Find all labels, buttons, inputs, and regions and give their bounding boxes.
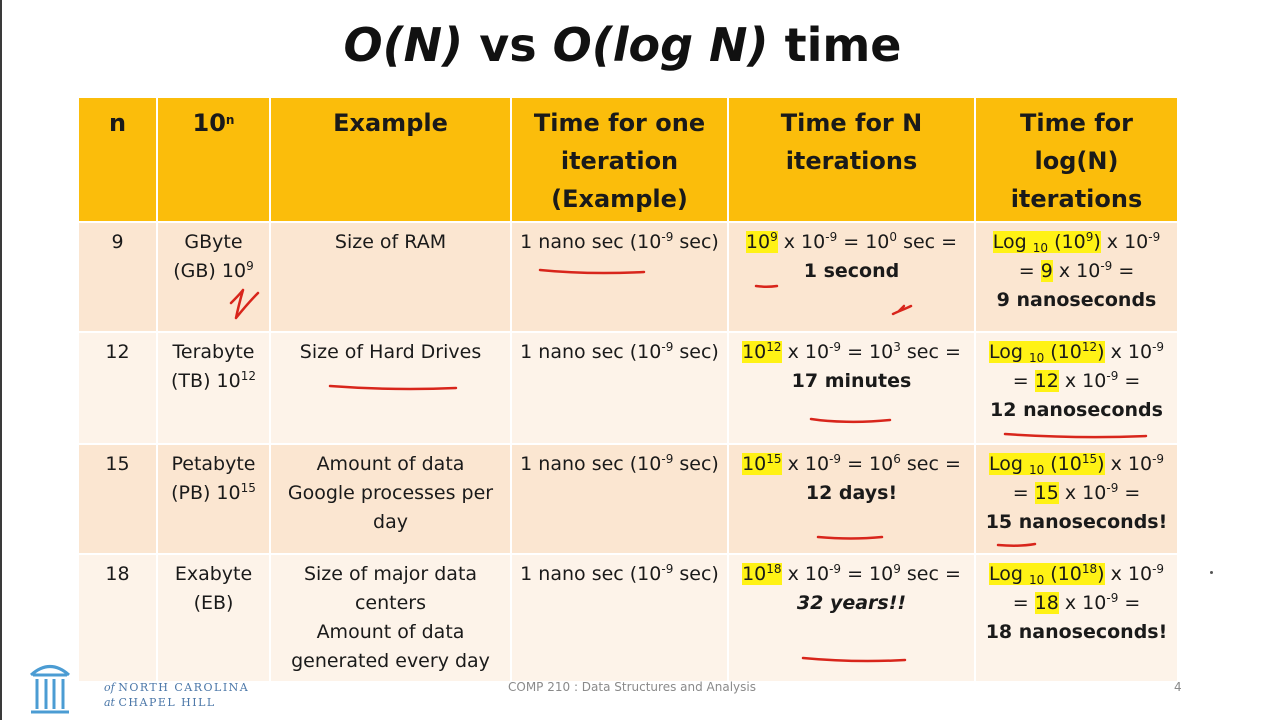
- slide-left-border: [0, 0, 2, 720]
- table-row: 9 GByte (GB) 109 Size of RAM 1 nano sec (…: [79, 222, 1179, 333]
- cell-one-iteration: 1 nano sec (10-9 sec): [511, 444, 729, 555]
- title-vs: vs: [463, 18, 553, 72]
- cell-unit: Terabyte (TB) 1012: [157, 332, 271, 445]
- cell-unit: Petabyte (PB) 1015: [157, 444, 271, 555]
- cell-n: 12: [79, 332, 158, 445]
- title-o-n: O(N): [343, 18, 464, 72]
- table-row: 18 Exabyte (EB) Size of major data centers…: [79, 554, 1179, 683]
- cell-one-iteration: 1 nano sec (10-9 sec): [511, 332, 729, 445]
- stray-dot: [1210, 571, 1213, 574]
- title-time: time: [768, 18, 902, 72]
- cell-unit: GByte (GB) 109: [157, 222, 271, 333]
- cell-unit: Exabyte (EB): [157, 554, 271, 683]
- cell-example: Size of major data centers Amount of data g…: [270, 554, 512, 683]
- cell-example: Size of Hard Drives: [270, 332, 512, 445]
- table-row: 12 Terabyte (TB) 1012 Size of Hard Drives…: [79, 332, 1179, 445]
- slide-title: O(N) vs O(log N) time: [0, 18, 1245, 72]
- cell-one-iteration: 1 nano sec (10-9 sec): [511, 554, 729, 683]
- cell-n-iterations: 109 x 10-9 = 100 sec = 1 second: [728, 222, 976, 333]
- header-one-iteration: Time for one iteration (Example): [511, 98, 729, 223]
- cell-n: 15: [79, 444, 158, 555]
- table-header-row: n 10n Example Time for one iteration (Exam…: [79, 98, 1179, 223]
- cell-n-iterations: 1012 x 10-9 = 103 sec = 17 minutes: [728, 332, 976, 445]
- cell-log-iterations: Log 10 (1015) x 10-9 = 15 x 10-9 = 15 na…: [975, 444, 1179, 555]
- cell-n-iterations: 1018 x 10-9 = 109 sec = 32 years!!: [728, 554, 976, 683]
- cell-one-iteration: 1 nano sec (10-9 sec): [511, 222, 729, 333]
- cell-log-iterations: Log 10 (109) x 10-9 = 9 x 10-9 = 9 nanos…: [975, 222, 1179, 333]
- old-well-logo: [30, 665, 70, 714]
- page-number: 4: [1174, 680, 1182, 694]
- cell-n-iterations: 1015 x 10-9 = 106 sec = 12 days!: [728, 444, 976, 555]
- course-footer: COMP 210 : Data Structures and Analysis: [508, 680, 756, 694]
- cell-example: Size of RAM: [270, 222, 512, 333]
- cell-example: Amount of data Google processes per day: [270, 444, 512, 555]
- cell-n: 9: [79, 222, 158, 333]
- header-log-iterations: Time for log(N) iterations: [975, 98, 1179, 223]
- header-n: n: [79, 98, 158, 223]
- table-row: 15 Petabyte (PB) 1015 Amount of data Googl…: [79, 444, 1179, 555]
- header-example: Example: [270, 98, 512, 223]
- cell-log-iterations: Log 10 (1018) x 10-9 = 18 x 10-9 = 18 na…: [975, 554, 1179, 683]
- title-o-log-n: O(log N): [552, 18, 769, 72]
- complexity-table: n 10n Example Time for one iteration (Exam…: [79, 98, 1179, 683]
- header-power: 10n: [157, 98, 271, 223]
- cell-n: 18: [79, 554, 158, 683]
- university-name: of NORTH CAROLINA at CHAPEL HILL: [104, 681, 250, 709]
- cell-log-iterations: Log 10 (1012) x 10-9 = 12 x 10-9 = 12 na…: [975, 332, 1179, 445]
